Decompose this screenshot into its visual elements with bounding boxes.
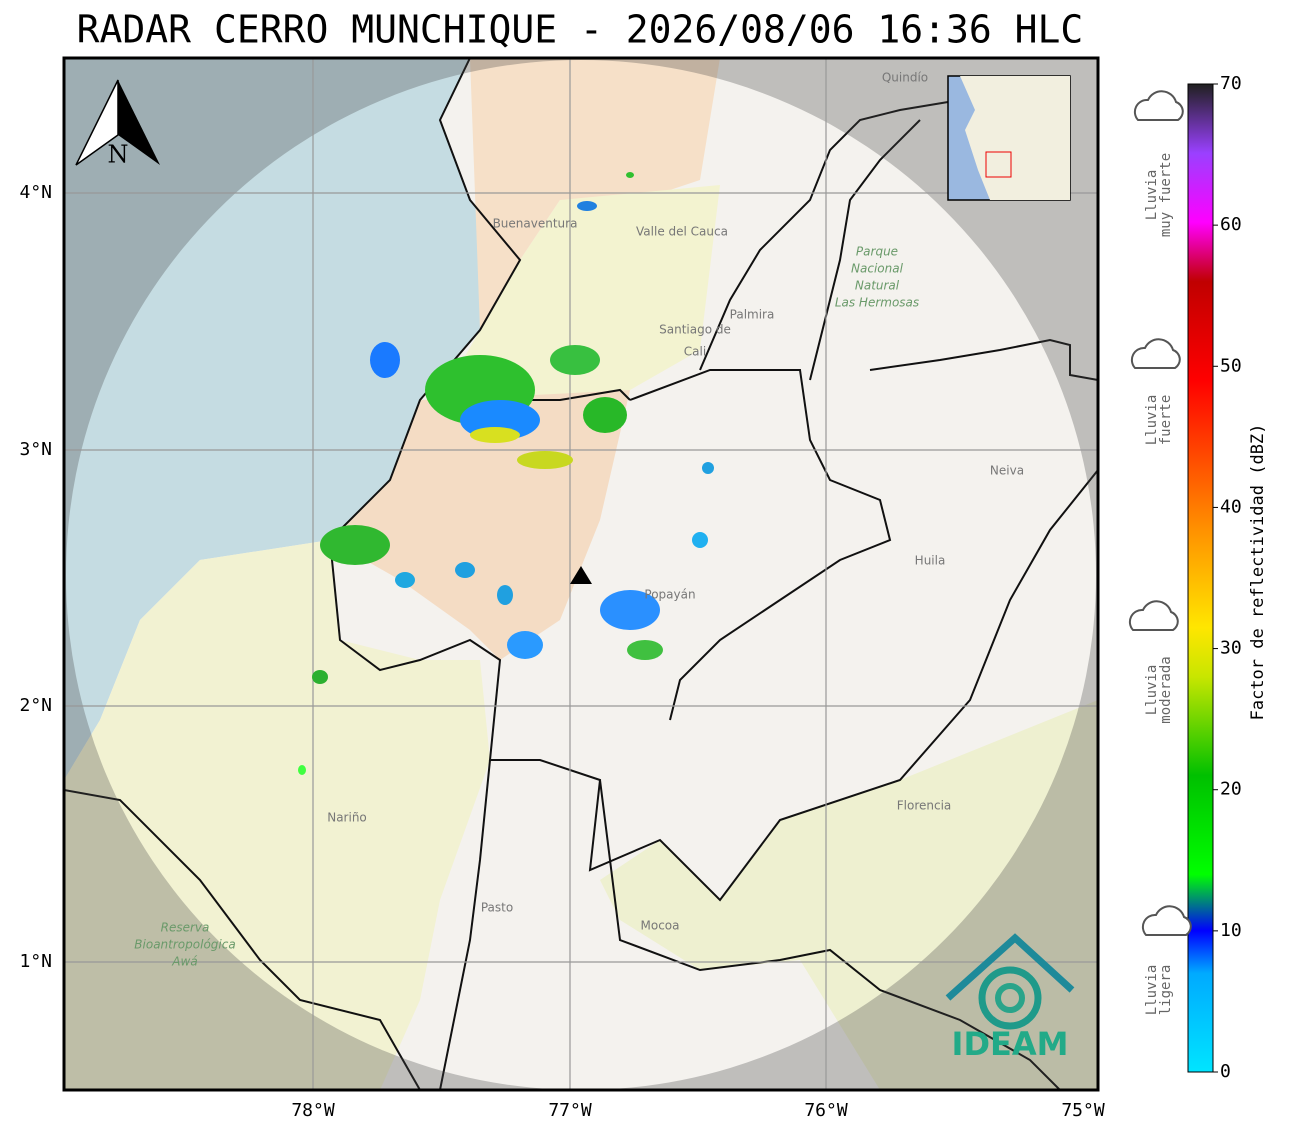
lat-label: 3°N: [19, 439, 52, 460]
place-label: Nariño: [327, 811, 367, 825]
lon-label: 75°W: [1061, 1100, 1105, 1121]
map-frame: [62, 56, 1100, 1092]
rain-level-text: ligera: [1158, 965, 1174, 1016]
place-label: Pasto: [481, 901, 513, 915]
lat-label: 2°N: [19, 695, 52, 716]
colorbar-label: Factor de reflectividad (dBZ): [1248, 424, 1268, 721]
lat-label: 4°N: [19, 182, 52, 203]
ocean: [64, 58, 520, 780]
graticule: [64, 58, 1098, 1090]
colorbar-tick-label: 60: [1220, 214, 1242, 235]
region: [440, 185, 720, 400]
rain-level-text: fuerte: [1158, 395, 1174, 446]
place-label: Neiva: [990, 464, 1024, 478]
lon-label: 77°W: [548, 1100, 592, 1121]
colorbar-tick-label: 40: [1220, 496, 1242, 517]
colorbar-tick-label: 10: [1220, 920, 1242, 941]
region: [600, 700, 1098, 1090]
title: RADAR CERRO MUNCHIQUE - 2026/08/06 16:36…: [77, 8, 1084, 52]
place-label: Reserva: [161, 921, 210, 935]
region: [470, 58, 720, 330]
rain-level-text: Lluvia: [1144, 665, 1160, 716]
inset-map: [947, 75, 1071, 201]
colorbar-tick-label: 70: [1220, 73, 1242, 94]
rain-level-text: Lluvia: [1144, 965, 1160, 1016]
rain-level-text: Lluvia: [1144, 395, 1160, 446]
place-label: Nacional: [851, 262, 904, 276]
place-label: Las Hermosas: [835, 296, 919, 310]
lon-label: 76°W: [804, 1100, 848, 1121]
weather-icons: [1128, 90, 1192, 936]
place-label: Florencia: [897, 799, 952, 813]
borders: [64, 58, 1098, 1090]
place-label: Valle del Cauca: [636, 225, 728, 239]
place-label: Bioantropológica: [134, 938, 235, 952]
place-label: Popayán: [644, 588, 695, 602]
colorbar-tick-label: 20: [1220, 779, 1242, 800]
place-label: Buenaventura: [493, 217, 578, 231]
lat-label: 1°N: [19, 951, 52, 972]
place-label: Palmira: [730, 308, 775, 322]
north-label: N: [108, 141, 129, 169]
place-label: Quindío: [882, 71, 928, 85]
rain-level-text: Lluvia: [1144, 170, 1160, 221]
region: [64, 540, 490, 1090]
colorbar: [1187, 83, 1214, 1073]
place-label: Awá: [171, 955, 197, 969]
place-label: Huila: [915, 554, 946, 568]
logo-text: IDEAM: [952, 1025, 1069, 1063]
radar-site: [570, 566, 592, 584]
place-label: Santiago de: [659, 323, 731, 337]
place-label: Cali: [684, 345, 706, 359]
place-labels: Buenaventura Valle del Cauca Santiago de Ca…: [134, 71, 1024, 969]
rain-level-text: muy fuerte: [1158, 153, 1174, 237]
map: [64, 58, 1098, 1090]
logo: IDEAM: [945, 933, 1075, 1063]
north-arrow: N: [75, 79, 160, 169]
place-label: Parque: [856, 245, 898, 259]
colorbar-tick-label: 30: [1220, 638, 1242, 659]
lon-label: 78°W: [291, 1100, 335, 1121]
place-label: Mocoa: [641, 919, 680, 933]
rain-level-text: moderada: [1158, 656, 1174, 723]
radar-echoes: [298, 172, 714, 775]
place-label: Natural: [855, 279, 900, 293]
colorbar-tick-label: 0: [1220, 1061, 1231, 1082]
colorbar-tick-label: 50: [1220, 355, 1242, 376]
